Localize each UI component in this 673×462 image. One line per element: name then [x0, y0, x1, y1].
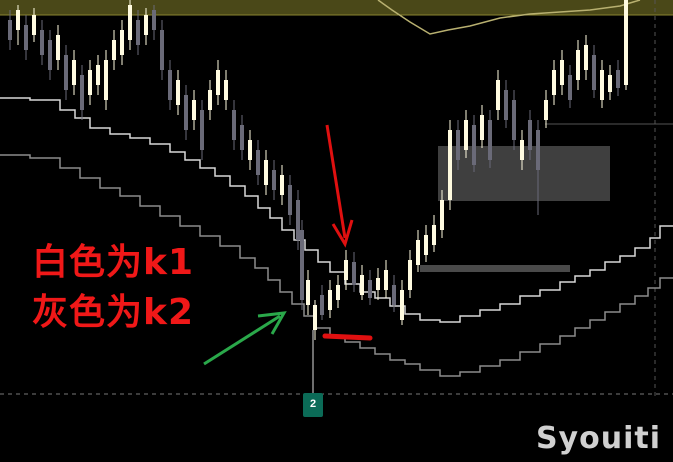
candle-body	[328, 290, 332, 310]
candle-body	[568, 75, 572, 100]
candle-body	[272, 170, 276, 190]
candle-body	[576, 50, 580, 80]
candle-body	[344, 260, 348, 280]
annotation-k2-label: 灰色为k2	[32, 292, 194, 333]
candle-body	[368, 280, 372, 298]
candle-body	[432, 225, 436, 245]
candle-body	[608, 75, 612, 92]
candle-body	[64, 55, 68, 90]
red-arrow-icon	[325, 124, 354, 248]
price-marker-icon[interactable]: 2	[303, 393, 323, 417]
candle-body	[16, 10, 20, 30]
candle-body	[584, 45, 588, 70]
candle-body	[56, 35, 60, 60]
marker-badge	[303, 393, 323, 417]
candle-body	[280, 175, 284, 195]
candle-body	[120, 30, 124, 55]
candle-body	[392, 285, 396, 305]
watermark: Syouiti	[535, 421, 661, 456]
candle-body	[176, 80, 180, 105]
marker-number: 2	[309, 398, 317, 410]
candle-body	[616, 70, 620, 88]
green-arrow-icon	[203, 311, 287, 366]
annotation-k1-label: 白色为k1	[32, 242, 194, 283]
candle-body	[168, 70, 172, 100]
candle-body	[408, 260, 412, 290]
candle-body	[104, 60, 108, 100]
candle-body	[456, 130, 460, 160]
candle-body	[440, 200, 444, 230]
candle-body	[8, 20, 12, 40]
candle-body	[192, 100, 196, 120]
candle-body	[144, 15, 148, 35]
candle-body	[80, 75, 84, 110]
candle-body	[128, 5, 132, 40]
candle-body	[48, 40, 52, 70]
candle-body	[360, 275, 364, 295]
candle-body	[528, 120, 532, 150]
k2-line	[0, 154, 673, 377]
candle-body	[152, 10, 156, 30]
candle-body	[256, 150, 260, 175]
candle-body	[240, 125, 244, 150]
candle-body	[544, 100, 548, 120]
candle-body	[32, 15, 36, 35]
candle-body	[352, 262, 356, 285]
candlestick-series	[8, 0, 628, 340]
candle-body	[96, 65, 100, 85]
candle-body	[536, 130, 540, 170]
candle-body	[504, 90, 508, 120]
candle-body	[40, 30, 44, 55]
candle-body	[288, 185, 292, 215]
candle-body	[600, 70, 604, 100]
candle-body	[480, 115, 484, 140]
candle-body	[184, 95, 188, 130]
candle-body	[560, 60, 564, 85]
candle-body	[216, 70, 220, 95]
candle-body	[88, 70, 92, 95]
candle-body	[496, 80, 500, 110]
candle-body	[300, 230, 304, 300]
candle-body	[384, 270, 388, 290]
candle-body	[520, 140, 524, 160]
candle-body	[208, 90, 212, 110]
candle-body	[624, 0, 628, 85]
candle-body	[464, 120, 468, 150]
candle-body	[552, 70, 556, 95]
candle-body	[224, 80, 228, 100]
k1-line	[0, 97, 673, 323]
upper-band-fill	[0, 0, 673, 15]
candle-body	[376, 278, 380, 290]
candle-body	[416, 240, 420, 265]
candle-body	[24, 25, 28, 50]
upper-band-curve	[377, 0, 641, 35]
candle-body	[592, 55, 596, 90]
candle-body	[320, 295, 324, 315]
candle-body	[248, 140, 252, 160]
candle-body	[136, 20, 140, 45]
candle-body	[296, 200, 300, 240]
candle-body	[400, 290, 404, 320]
candle-body	[72, 60, 76, 85]
candle-body	[306, 280, 310, 305]
candle-body	[512, 100, 516, 140]
candle-body	[448, 130, 452, 200]
candle-body	[160, 30, 164, 70]
candle-body	[313, 305, 317, 330]
candle-body	[200, 110, 204, 150]
candle-body	[112, 40, 116, 60]
candle-body	[232, 110, 236, 140]
candle-body	[472, 125, 476, 165]
red-underline-mark	[322, 333, 373, 341]
candle-body	[488, 120, 492, 160]
candle-body	[424, 235, 428, 255]
candle-body	[336, 285, 340, 300]
demand-zone	[420, 265, 570, 272]
candle-body	[264, 160, 268, 185]
